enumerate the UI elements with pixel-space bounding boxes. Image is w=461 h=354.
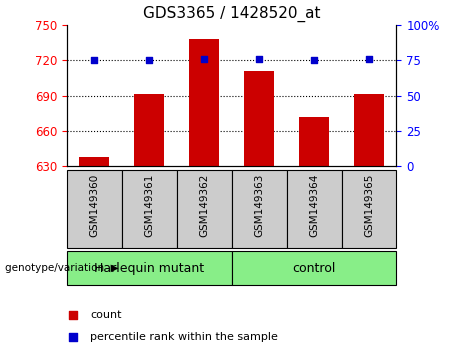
Bar (67, 251, 231, 285)
Bar (79, 157, 109, 166)
Bar (342, 170, 396, 248)
Point (70, 312, 77, 318)
Point (310, 57, 318, 63)
Point (146, 57, 153, 63)
Bar (67, 170, 122, 248)
Bar (189, 39, 219, 166)
Title: GDS3365 / 1428520_at: GDS3365 / 1428520_at (143, 6, 320, 22)
Bar (287, 170, 342, 248)
Text: count: count (90, 310, 121, 320)
Text: Harlequin mutant: Harlequin mutant (94, 262, 204, 275)
Bar (244, 71, 274, 166)
Bar (134, 95, 165, 166)
Point (365, 56, 372, 62)
Text: GSM149362: GSM149362 (199, 174, 209, 237)
Text: GSM149360: GSM149360 (89, 174, 99, 237)
Point (70, 334, 77, 339)
Text: GSM149361: GSM149361 (144, 174, 154, 237)
Bar (354, 95, 384, 166)
Text: GSM149364: GSM149364 (309, 174, 319, 237)
Point (201, 56, 208, 62)
Bar (231, 251, 396, 285)
Bar (122, 170, 177, 248)
Bar (177, 170, 231, 248)
Bar (231, 170, 287, 248)
Text: control: control (292, 262, 336, 275)
Point (255, 56, 263, 62)
Text: GSM149363: GSM149363 (254, 174, 264, 237)
Text: genotype/variation  ▶: genotype/variation ▶ (5, 263, 118, 273)
Point (91, 57, 98, 63)
Text: percentile rank within the sample: percentile rank within the sample (90, 332, 278, 342)
Text: GSM149365: GSM149365 (364, 174, 374, 237)
Bar (299, 117, 329, 166)
